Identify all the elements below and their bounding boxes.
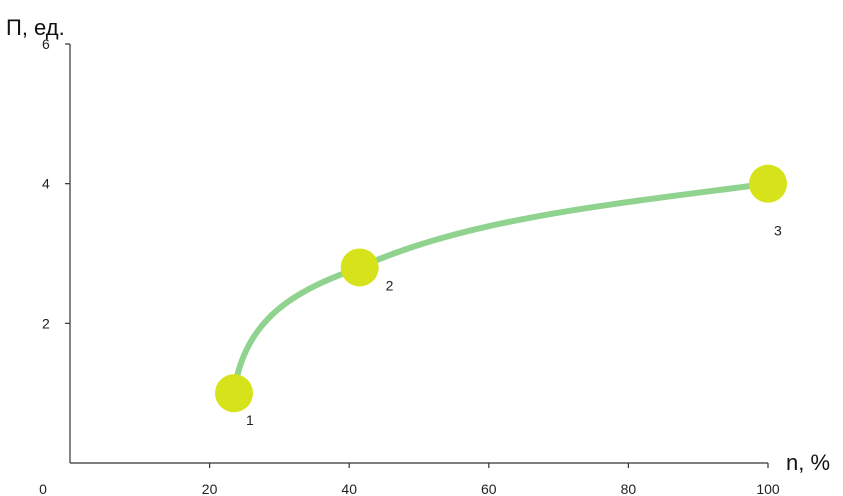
data-points: 1 2 3 xyxy=(215,164,787,428)
x-tick-label: 80 xyxy=(621,481,637,496)
y-tick-label: 6 xyxy=(42,36,50,52)
x-axis-title: n, % xyxy=(786,450,830,475)
x-tick-label: 100 xyxy=(756,481,780,496)
data-point-label: 2 xyxy=(386,277,394,293)
y-axis-title: П, ед. xyxy=(6,15,65,40)
x-tick-label: 60 xyxy=(481,481,497,496)
y-tick-label: 4 xyxy=(42,176,50,192)
data-point-marker xyxy=(340,248,379,287)
data-point-label: 3 xyxy=(774,223,782,239)
x-tick-label: 20 xyxy=(202,481,218,496)
data-point-label: 1 xyxy=(246,412,254,428)
y-ticks: 2 4 6 xyxy=(42,36,70,331)
series-line xyxy=(231,180,771,397)
data-point-marker xyxy=(215,374,254,413)
data-point-marker xyxy=(749,164,787,203)
x-tick-label: 0 xyxy=(39,481,47,496)
x-tick-label: 40 xyxy=(341,481,357,496)
y-tick-label: 2 xyxy=(42,315,50,331)
x-ticks: 0 20 40 60 80 100 xyxy=(39,463,780,496)
